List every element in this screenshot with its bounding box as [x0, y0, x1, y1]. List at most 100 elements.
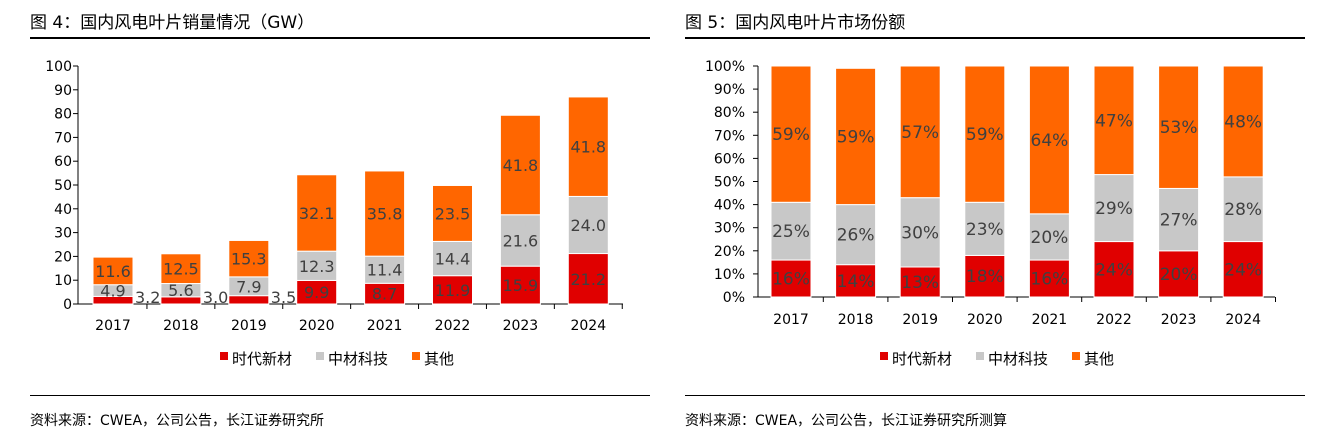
bar-中材科技	[1093, 174, 1135, 243]
data-label: 15.3	[231, 250, 267, 269]
y-tick-label: 30	[54, 226, 72, 242]
bar-时代新材	[1222, 241, 1264, 298]
data-label: 16%	[772, 270, 810, 290]
left-title-rule	[30, 37, 650, 39]
legend-label: 时代新材	[892, 350, 952, 368]
data-label: 24.0	[570, 216, 606, 235]
bar-中材科技	[432, 240, 473, 277]
data-label: 3.2	[135, 288, 160, 307]
bar-其他	[567, 96, 609, 197]
data-label: 20%	[1160, 265, 1198, 285]
x-tick-label: 2017	[773, 312, 809, 328]
data-label: 59%	[966, 125, 1004, 145]
bar-中材科技	[499, 214, 541, 267]
bar-时代新材	[899, 266, 941, 298]
data-label: 24%	[1095, 260, 1133, 280]
y-tick-label: 60%	[714, 151, 745, 167]
bar-中材科技	[770, 201, 812, 261]
data-label: 29%	[1095, 199, 1133, 219]
bar-其他	[835, 67, 877, 206]
bar-其他	[160, 253, 202, 285]
y-tick-label: 80	[54, 107, 72, 123]
legend-label: 中材科技	[328, 350, 388, 368]
bar-时代新材	[228, 295, 270, 305]
y-tick-label: 40%	[714, 198, 745, 214]
y-tick-label: 30%	[714, 221, 745, 237]
y-tick-label: 70	[54, 130, 72, 146]
legend-swatch	[316, 352, 324, 360]
legend-label: 其他	[1084, 350, 1114, 368]
y-tick-label: 100	[45, 59, 72, 75]
left-chart-title: 图 4：国内风电叶片销量情况（GW）	[30, 13, 315, 33]
x-tick-label: 2024	[570, 318, 606, 334]
data-label: 64%	[1031, 131, 1069, 151]
y-tick-label: 20	[54, 249, 72, 265]
x-tick-label: 2020	[299, 318, 335, 334]
y-tick-label: 50	[54, 178, 72, 194]
data-label: 30%	[901, 223, 939, 243]
data-label: 16%	[1031, 270, 1069, 290]
bar-时代新材	[770, 259, 812, 298]
data-label: 11.4	[367, 261, 403, 280]
bar-其他	[770, 65, 812, 203]
legend-label: 其他	[424, 350, 454, 368]
data-label: 3.5	[271, 288, 296, 307]
bar-时代新材	[567, 253, 609, 305]
y-tick-label: 90	[54, 83, 72, 99]
bar-其他	[899, 65, 941, 199]
x-tick-label: 2019	[902, 312, 938, 328]
data-label: 11.6	[95, 262, 131, 281]
data-label: 13%	[901, 273, 939, 293]
data-label: 28%	[1224, 200, 1262, 220]
bar-其他	[1028, 65, 1070, 215]
data-label: 12.5	[163, 260, 199, 279]
bar-时代新材	[1158, 250, 1200, 298]
right-bottom-rule	[685, 395, 1305, 396]
data-label: 32.1	[299, 204, 335, 223]
bar-时代新材	[1093, 241, 1135, 298]
bar-时代新材	[964, 254, 1006, 298]
data-label: 48%	[1224, 112, 1262, 132]
data-label: 14%	[837, 272, 875, 292]
data-label: 47%	[1095, 111, 1133, 131]
bar-时代新材	[1028, 259, 1070, 298]
data-label: 4.9	[100, 282, 125, 301]
y-tick-label: 10%	[714, 267, 745, 283]
legend-swatch	[880, 352, 888, 360]
legend-swatch	[1072, 352, 1080, 360]
data-label: 5.6	[168, 281, 193, 300]
y-tick-label: 70%	[714, 128, 745, 144]
legend-swatch	[412, 352, 420, 360]
y-tick-label: 90%	[714, 82, 745, 98]
x-tick-label: 2024	[1225, 312, 1261, 328]
y-tick-label: 50%	[714, 175, 745, 191]
legend-swatch	[976, 352, 984, 360]
x-tick-label: 2021	[367, 318, 403, 334]
legend-label: 中材科技	[988, 350, 1048, 368]
data-label: 27%	[1160, 211, 1198, 231]
x-tick-label: 2023	[503, 318, 539, 334]
right-chart-title: 图 5：国内风电叶片市场份额	[685, 13, 906, 33]
bar-中材科技	[364, 255, 406, 284]
bar-中材科技	[296, 250, 338, 281]
x-tick-label: 2022	[435, 318, 471, 334]
x-tick-label: 2020	[967, 312, 1003, 328]
legend-swatch	[220, 352, 228, 360]
data-label: 23%	[966, 220, 1004, 240]
bar-其他	[1222, 65, 1264, 178]
bar-其他	[499, 114, 541, 216]
x-tick-label: 2018	[163, 318, 199, 334]
bar-其他	[1158, 65, 1200, 189]
data-label: 15.9	[503, 276, 539, 295]
data-label: 3.0	[203, 288, 228, 307]
x-tick-label: 2023	[1161, 312, 1197, 328]
bar-时代新材	[432, 275, 473, 305]
data-label: 53%	[1160, 118, 1198, 138]
y-tick-label: 60	[54, 154, 72, 170]
data-label: 59%	[772, 125, 810, 145]
x-tick-label: 2019	[231, 318, 267, 334]
data-label: 9.9	[304, 283, 329, 302]
right-source: 资料来源：CWEA，公司公告，长江证券研究所测算	[685, 413, 1008, 429]
bar-中材科技	[1028, 213, 1070, 261]
data-label: 14.4	[435, 250, 471, 269]
